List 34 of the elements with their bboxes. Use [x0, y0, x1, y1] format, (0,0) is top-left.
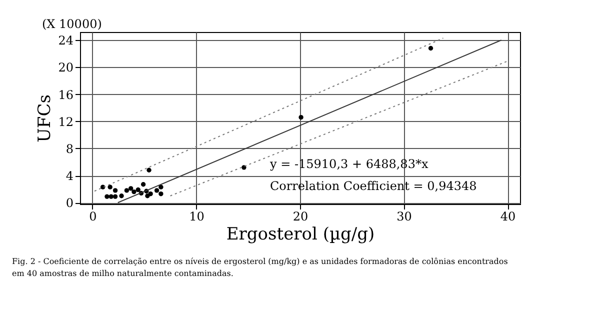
point	[428, 46, 434, 51]
point	[154, 188, 160, 193]
x-tick-label: 0	[89, 210, 97, 224]
point	[119, 194, 124, 198]
x-tick-label: 30	[396, 210, 412, 224]
x-tick-label: 40	[500, 210, 516, 224]
point	[146, 168, 152, 172]
y-tick-label: 12	[58, 114, 74, 129]
point	[140, 182, 146, 187]
point	[108, 184, 112, 190]
point	[124, 188, 130, 193]
caption: Fig. 2 - Coeficiente de correlação entre os níveis de ergosterol (mg/kg) e as unidades formadoras de colônias encontrados em 40 amostras de milho naturalmente contaminadas.	[12, 257, 508, 278]
point	[158, 184, 164, 190]
y-tick-label: 8	[66, 142, 74, 156]
x-tick-label: 10	[189, 210, 204, 224]
y-tick-label: 24	[58, 34, 74, 48]
y-tick-label: 16	[58, 88, 74, 102]
x-axis-title: Ergosterol (µg/g)	[226, 224, 375, 244]
text: (X 10000)	[42, 17, 102, 31]
y-tick-label: 4	[66, 169, 74, 184]
point	[158, 192, 164, 196]
point	[298, 114, 304, 120]
point	[136, 187, 140, 192]
y-axis-title: UFCs	[35, 94, 56, 142]
y-tick-label: 0	[66, 196, 74, 210]
point	[112, 188, 118, 193]
point	[128, 186, 134, 191]
point	[132, 189, 136, 194]
point	[148, 192, 153, 196]
point	[112, 194, 118, 199]
point	[104, 194, 110, 199]
point	[108, 194, 114, 199]
x-tick-label: 20	[292, 210, 308, 224]
y-tick-label: 20	[58, 60, 74, 75]
